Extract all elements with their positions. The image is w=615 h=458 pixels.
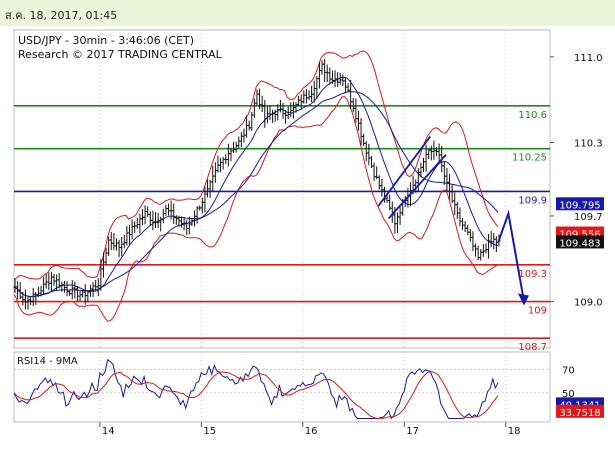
channel-line bbox=[377, 135, 432, 207]
level-label: 110.25 bbox=[512, 153, 547, 164]
price-tag bbox=[556, 197, 604, 211]
price-panel: USD/JPY - 30min - 3:46:06 (CET) Research… bbox=[13, 29, 551, 349]
y-tick-label: 109.7 bbox=[574, 212, 603, 223]
rsi-ma-line bbox=[13, 371, 499, 420]
y-tick-label: 111.0 bbox=[574, 53, 603, 64]
x-tick-label: 17 bbox=[406, 426, 419, 437]
price-tag-label: 109.483 bbox=[559, 238, 600, 249]
channel-line bbox=[388, 154, 447, 219]
rsi-line bbox=[13, 358, 499, 420]
y-tick-label: 110.3 bbox=[574, 139, 603, 150]
price-tag-label: 109.795 bbox=[559, 200, 600, 211]
rsi-panel: RSI14 - 9MA bbox=[13, 351, 551, 423]
projection-arrow bbox=[497, 209, 525, 302]
level-label: 110.6 bbox=[518, 110, 547, 121]
header-timestamp: ส.ค. 18, 2017, 01:45 bbox=[5, 9, 118, 22]
chart-title: USD/JPY - 30min - 3:46:06 (CET) bbox=[18, 34, 194, 47]
moving-average-line bbox=[13, 91, 499, 298]
rsi-tick-label: 70 bbox=[562, 366, 575, 377]
bollinger-upper-line bbox=[13, 50, 499, 281]
price-tag bbox=[556, 235, 604, 249]
level-label: 109.9 bbox=[518, 195, 547, 206]
price-tag-label: 109.556 bbox=[559, 230, 600, 241]
x-tick-label: 18 bbox=[508, 426, 521, 437]
rsi-panel-frame bbox=[13, 351, 551, 423]
rsi-label: RSI14 - 9MA bbox=[17, 356, 78, 367]
level-label: 108.7 bbox=[518, 342, 547, 353]
price-panel-frame bbox=[13, 29, 551, 349]
x-tick-label: 14 bbox=[102, 426, 115, 437]
chart-subtitle: Research © 2017 TRADING CENTRAL bbox=[18, 48, 223, 61]
level-label: 109 bbox=[528, 306, 547, 317]
y-tick-label: 109.0 bbox=[574, 298, 603, 309]
bollinger-lower-line bbox=[13, 95, 499, 322]
header-bar: ส.ค. 18, 2017, 01:45 bbox=[0, 0, 615, 26]
x-tick-label: 15 bbox=[203, 426, 216, 437]
rsi-value-label: 33.7518 bbox=[559, 408, 600, 419]
projection-arrowhead bbox=[517, 293, 529, 306]
rsi-value-tag bbox=[556, 404, 604, 418]
bollinger-mid-line bbox=[13, 76, 499, 298]
level-label: 109.3 bbox=[518, 269, 547, 280]
chart-marks: 14 15 16 17 18 111.0 110.3 109.7 109.0 110.6 110.2… bbox=[13, 30, 604, 437]
x-tick-label: 16 bbox=[305, 426, 318, 437]
rsi-tick-label: 50 bbox=[562, 389, 575, 400]
